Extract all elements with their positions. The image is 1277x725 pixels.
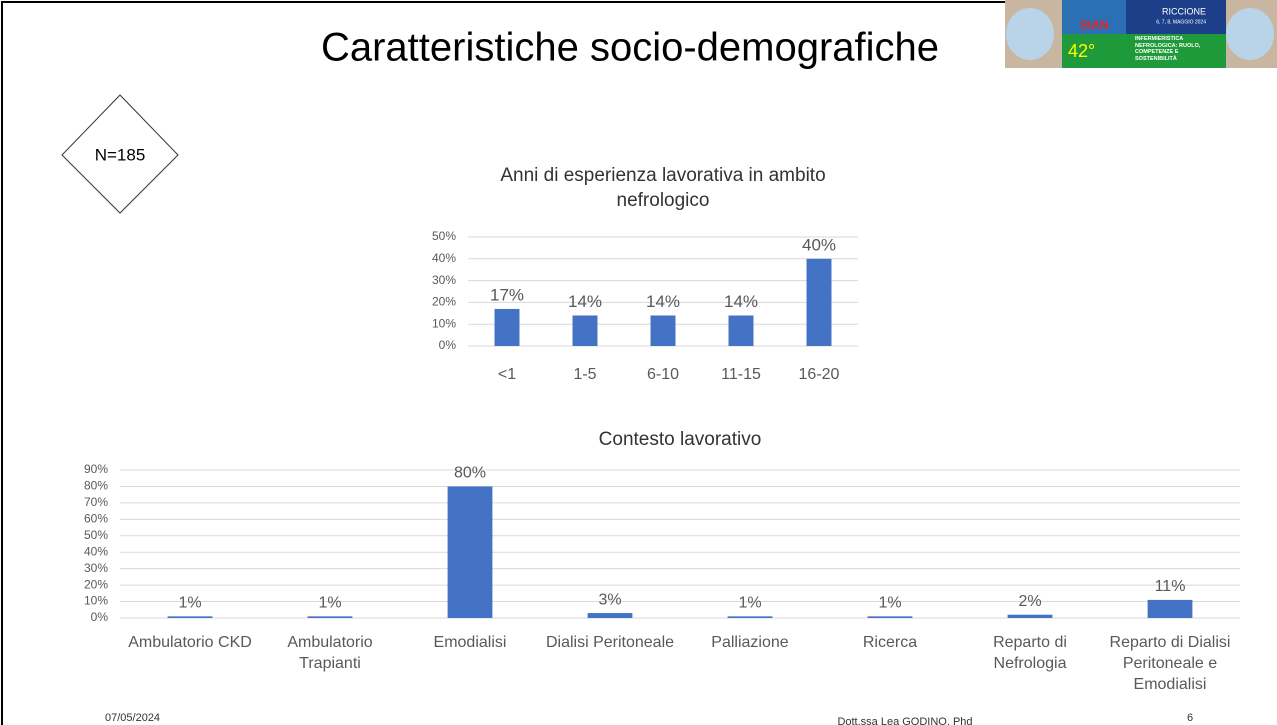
value-label: 40%	[802, 235, 836, 254]
bar	[587, 613, 633, 618]
bar	[572, 315, 598, 346]
chart-title: Anni di esperienza lavorativa in ambito …	[500, 165, 826, 211]
x-tick-label: Ricerca	[862, 634, 918, 651]
y-tick-label: 40%	[432, 251, 456, 265]
bar	[1147, 599, 1193, 618]
sample-size: N=185	[95, 145, 146, 164]
bar	[650, 315, 676, 346]
y-tick-label: 70%	[84, 495, 108, 509]
slide-author: Dott.ssa Lea GODINO, Phd	[837, 716, 972, 725]
value-label: 14%	[724, 292, 758, 311]
y-tick-label: 50%	[84, 528, 108, 542]
bar	[728, 315, 754, 346]
logo-edition: 42°	[1068, 41, 1095, 61]
y-tick-label: 60%	[84, 512, 108, 526]
sample-diamond	[61, 94, 179, 214]
bar	[494, 308, 520, 346]
x-tick-label: Ambulatorio Trapianti	[287, 634, 373, 672]
bar	[727, 616, 773, 618]
slide-page: 6	[1187, 712, 1193, 724]
slide-title: Caratteristiche socio-demografiche	[321, 26, 939, 70]
x-tick-label: Dialisi Peritoneale	[545, 634, 675, 651]
value-label: 3%	[598, 591, 621, 608]
y-tick-label: 0%	[439, 338, 457, 352]
x-tick-label: 11-15	[721, 366, 761, 383]
x-tick-label: <1	[497, 366, 517, 383]
y-tick-label: 40%	[84, 544, 108, 558]
value-label: 80%	[454, 465, 486, 482]
bar	[447, 486, 493, 618]
y-tick-label: 30%	[84, 561, 108, 575]
slide-date: 07/05/2024	[105, 712, 160, 724]
x-tick-label: Palliazione	[711, 634, 789, 651]
y-tick-label: 20%	[432, 295, 456, 309]
value-label: 17%	[490, 285, 524, 304]
value-label: 1%	[318, 595, 341, 612]
value-label: 14%	[646, 292, 680, 311]
x-tick-label: Emodialisi	[433, 634, 507, 651]
y-tick-label: 20%	[84, 577, 108, 591]
logo: SIAN 42° RICCIONE 6, 7, 8, MAGGIO 2024 I…	[1005, 0, 1277, 68]
y-tick-label: 0%	[91, 610, 109, 624]
value-label: 1%	[738, 595, 761, 612]
x-tick-label: Ambulatorio CKD	[128, 634, 252, 651]
bar	[307, 616, 353, 618]
y-tick-label: 10%	[84, 594, 108, 608]
logo-theme: INFERMIERISTICA NEFROLOGICA: RUOLO, COMP…	[1135, 36, 1201, 62]
value-label: 2%	[1018, 593, 1041, 610]
bar	[1007, 614, 1053, 618]
value-label: 11%	[1155, 578, 1186, 595]
logo-place: RICCIONE	[1162, 6, 1206, 16]
x-tick-label: Reparto di Nefrologia	[993, 634, 1067, 672]
y-tick-label: 50%	[432, 229, 456, 243]
y-tick-label: 30%	[432, 273, 456, 287]
logo-brand: SIAN	[1080, 18, 1109, 32]
bar	[806, 258, 832, 346]
x-tick-label: 6-10	[646, 366, 680, 383]
bar	[867, 616, 913, 618]
chart-title: Contesto lavorativo	[598, 429, 762, 450]
x-tick-label: 16-20	[798, 366, 840, 383]
value-label: 1%	[178, 595, 201, 612]
logo-dates: 6, 7, 8, MAGGIO 2024	[1156, 19, 1206, 25]
x-tick-label: Reparto di Dialisi Peritoneale e Emodial…	[1109, 634, 1231, 693]
bar	[167, 616, 213, 618]
value-label: 1%	[878, 595, 901, 612]
x-tick-label: 1-5	[573, 366, 597, 383]
y-tick-label: 10%	[432, 316, 456, 330]
y-tick-label: 80%	[84, 479, 108, 493]
value-label: 14%	[568, 292, 602, 311]
y-tick-label: 90%	[84, 462, 108, 476]
